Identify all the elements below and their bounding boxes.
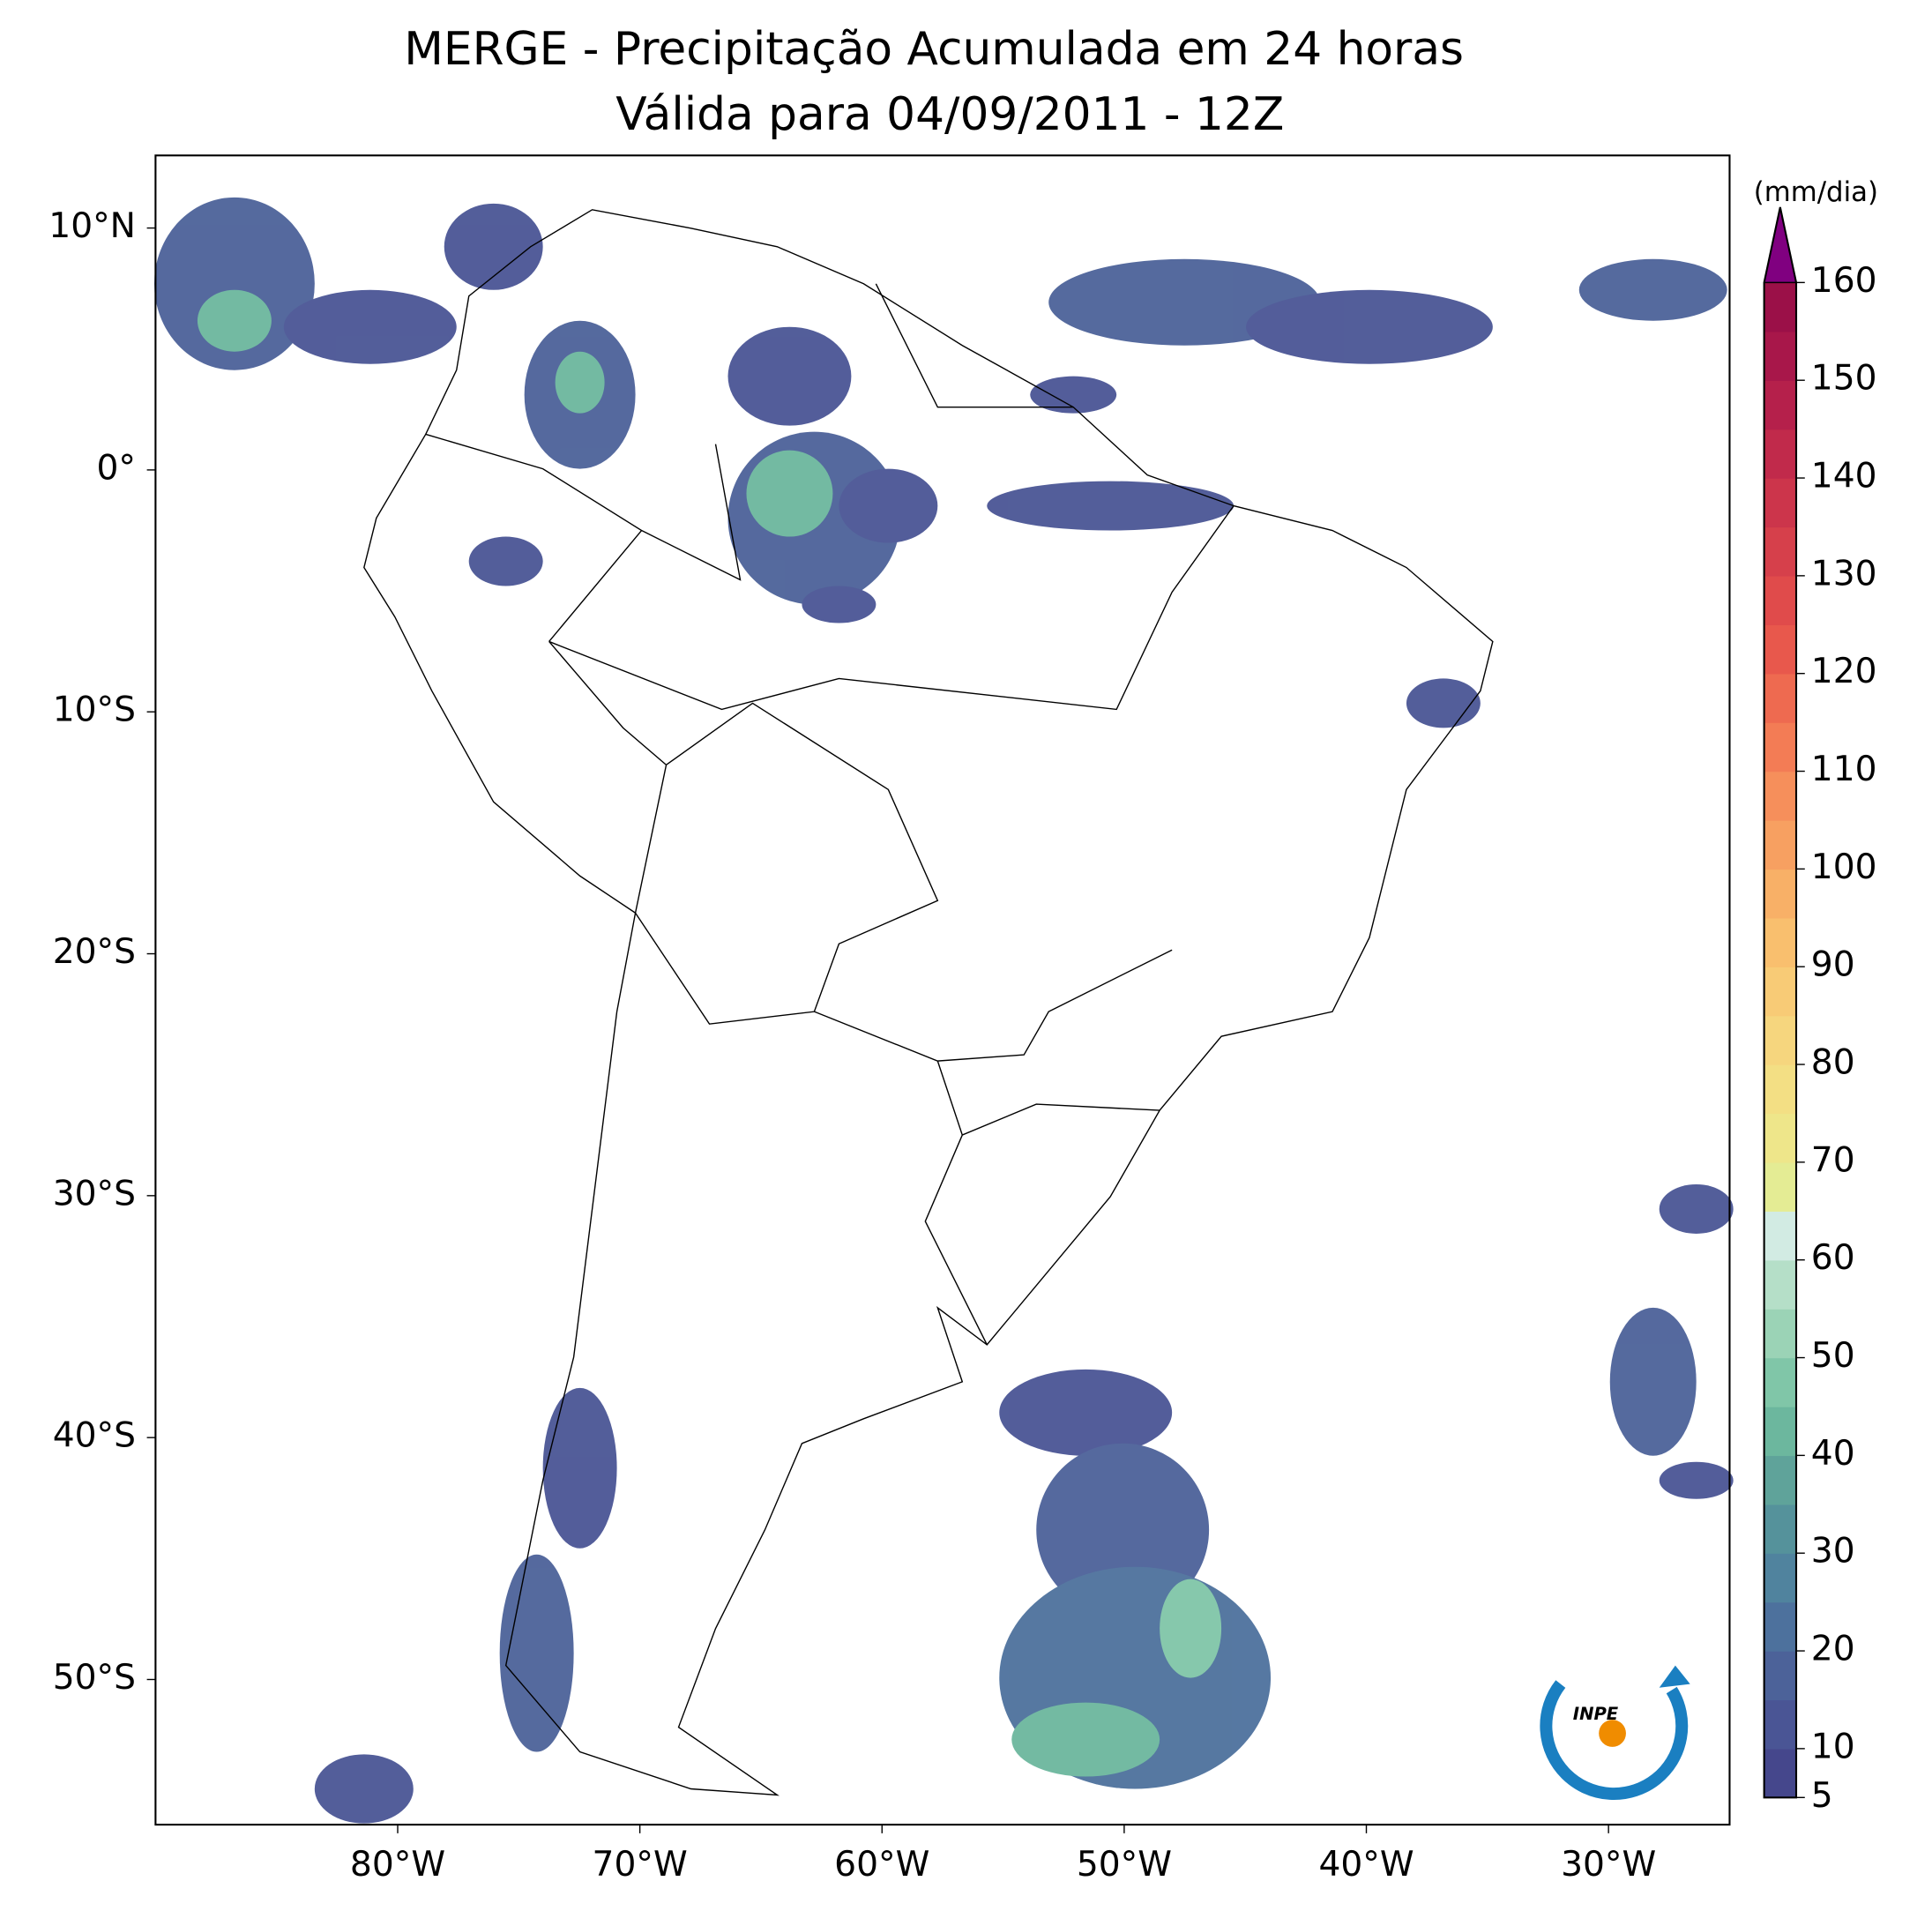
logo-text: INPE [1573, 1704, 1619, 1724]
colorbar-band [1764, 722, 1797, 773]
precipitation [153, 197, 1734, 1824]
colorbar-band [1764, 1357, 1797, 1407]
precip-area [468, 536, 543, 586]
colorbar-tick-label: 130 [1811, 554, 1877, 593]
colorbar-tick-label: 40 [1811, 1434, 1855, 1474]
colorbar-band [1764, 673, 1797, 723]
colorbar-band [1764, 1748, 1797, 1798]
colorbar-tick-label: 150 [1811, 359, 1877, 399]
colorbar-band [1764, 1259, 1797, 1310]
colorbar-band [1764, 1406, 1797, 1457]
colorbar-tick-label: 60 [1811, 1238, 1855, 1278]
precip-area [987, 481, 1235, 531]
y-tick-label: 40°S [53, 1416, 136, 1456]
colorbar-tick-label: 5 [1811, 1776, 1833, 1816]
x-tick-label: 30°W [1561, 1845, 1656, 1885]
precip-area [1246, 289, 1493, 364]
x-tick-label: 80°W [350, 1845, 445, 1885]
precip-area [1160, 1579, 1222, 1678]
precip-area [1011, 1702, 1160, 1777]
precip-area [746, 450, 833, 537]
y-tick-label: 10°S [53, 690, 136, 730]
x-tick-label: 70°W [593, 1845, 688, 1885]
colorbar-tick-label: 80 [1811, 1043, 1855, 1083]
precip-area [444, 203, 543, 290]
colorbar-band [1764, 1211, 1797, 1261]
colorbar-band [1764, 380, 1797, 430]
colorbar-label: (mm/dia) [1754, 176, 1878, 208]
y-tick-label: 0° [96, 448, 136, 488]
precip-area [314, 1754, 414, 1824]
colorbar-band [1764, 869, 1797, 919]
precip-area [1659, 1461, 1734, 1499]
colorbar-frame [1763, 206, 1798, 1799]
x-tick-label: 60°W [834, 1845, 929, 1885]
y-tick-label: 50°S [53, 1658, 136, 1698]
colorbar-band [1764, 624, 1797, 675]
colorbar-band [1764, 1504, 1797, 1554]
precip-area [727, 326, 852, 426]
colorbar-band [1764, 1651, 1797, 1701]
x-tick-label: 50°W [1077, 1845, 1172, 1885]
colorbar-band [1764, 1601, 1797, 1652]
colorbar-tick-label: 120 [1811, 652, 1877, 691]
chart-title: MERGE - Precipitação Acumulada em 24 hor… [404, 23, 1464, 76]
colorbar-band [1764, 1113, 1797, 1163]
y-tick-label: 30°S [53, 1174, 136, 1213]
logo: INPE [1540, 1665, 1690, 1800]
colorbar-band [1764, 1455, 1797, 1505]
precip-area [1578, 258, 1727, 321]
colorbar-band [1764, 331, 1797, 381]
colorbar-tick-label: 110 [1811, 750, 1877, 789]
precip-area [499, 1554, 574, 1752]
colorbar-tick-label: 20 [1811, 1630, 1855, 1669]
precip-area [1609, 1307, 1697, 1456]
colorbar-tick-label: 100 [1811, 847, 1877, 887]
colorbar-tick-label: 70 [1811, 1140, 1855, 1180]
colorbar-band [1764, 1309, 1797, 1359]
colorbar-band [1764, 967, 1797, 1017]
precip-area [839, 468, 938, 543]
colorbar-tick-label: 10 [1811, 1727, 1855, 1766]
precip-area [197, 289, 272, 352]
colorbar-band [1764, 282, 1797, 332]
precip-area [283, 289, 457, 364]
logo-arc [1540, 1680, 1689, 1800]
colorbar-tick-label: 30 [1811, 1532, 1855, 1571]
precip-area [1030, 376, 1117, 414]
colorbar-tick-label: 160 [1811, 261, 1877, 301]
border [425, 283, 1235, 1346]
precip-area [1406, 678, 1481, 728]
colorbar-band [1764, 1015, 1797, 1065]
colorbar-band [1764, 917, 1797, 967]
chart-subtitle: Válida para 04/09/2011 - 12Z [615, 88, 1284, 141]
map-frame [154, 154, 1731, 1826]
x-tick-label: 40°W [1318, 1845, 1414, 1885]
colorbar-band [1764, 1553, 1797, 1603]
precip-area [542, 1387, 617, 1549]
colorbar-band [1764, 575, 1797, 625]
logo-arrow [1659, 1665, 1690, 1688]
precip-area [999, 1369, 1173, 1456]
colorbar-band [1764, 819, 1797, 870]
precip-area [555, 351, 605, 414]
colorbar-band [1764, 771, 1797, 821]
colorbar-band [1764, 1064, 1797, 1115]
logo-dot [1599, 1720, 1626, 1747]
colorbar-extension [1763, 206, 1797, 284]
precip-area [1659, 1184, 1734, 1234]
colorbar-band [1764, 1161, 1797, 1212]
colorbar-band [1764, 1699, 1797, 1750]
colorbar-band [1764, 429, 1797, 479]
y-tick-label: 20°S [53, 932, 136, 972]
colorbar-tick-label: 50 [1811, 1336, 1855, 1376]
colorbar-band [1764, 478, 1797, 528]
colorbar-band [1764, 526, 1797, 577]
precip-area [153, 197, 315, 370]
colorbar-tick-label: 90 [1811, 945, 1855, 985]
precip-area [802, 586, 876, 623]
y-tick-label: 10°N [48, 206, 136, 246]
colorbar-tick-label: 140 [1811, 457, 1877, 496]
